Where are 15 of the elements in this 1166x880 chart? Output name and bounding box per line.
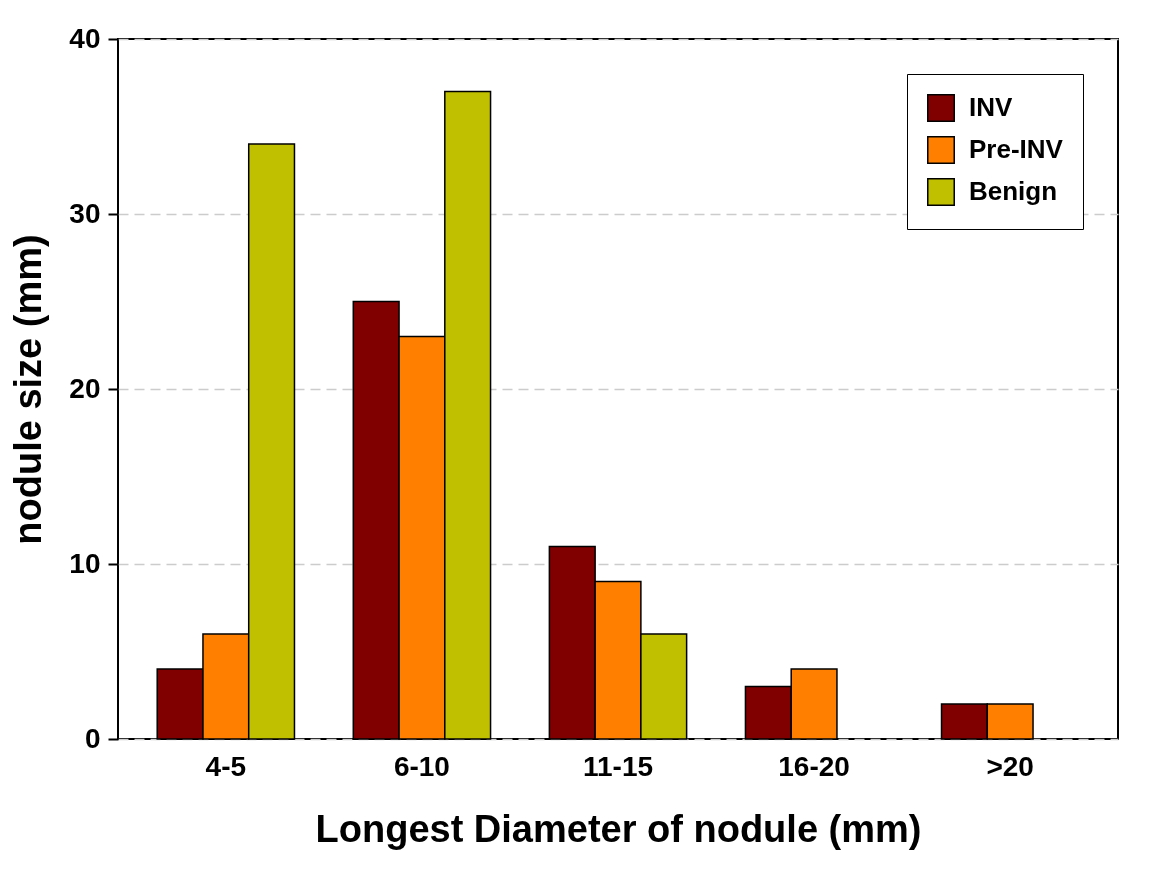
y-tick-label: 20 [69,372,101,404]
y-tick-label: 30 [69,197,101,229]
legend-label: Pre-INV [969,134,1064,164]
y-tick-label: 0 [84,722,101,754]
y-tick-label: 40 [69,22,101,54]
x-tick-label: 11-15 [582,750,654,782]
y-tick-label: 10 [69,547,101,579]
x-tick-label: 16-20 [778,750,850,782]
legend-label: Benign [969,176,1058,206]
y-axis-title: nodule size (mm) [7,234,50,545]
x-tick-label: 4-5 [205,750,247,782]
x-tick-label: >20 [986,750,1034,782]
legend-label: INV [969,92,1013,122]
x-tick-label: 6-10 [393,750,450,782]
x-axis-title: Longest Diameter of nodule (mm) [315,807,922,850]
